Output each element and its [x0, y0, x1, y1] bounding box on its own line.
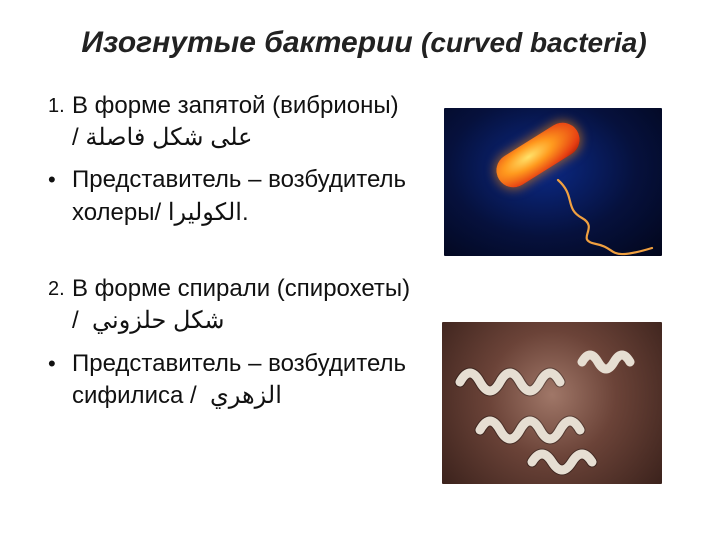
item-2-rep-ar: الزهري: [210, 382, 282, 409]
item-2-text: В форме спирали (спирохеты) / شكل حلزوني: [72, 273, 478, 338]
item-2-bullet: • Представитель – возбудитель сифилиса /…: [48, 348, 478, 413]
title-paren: (curved bacteria): [421, 27, 647, 58]
item-1-slash: /: [72, 124, 79, 151]
item-1-bullet: • Представитель – возбудитель холеры/ ال…: [48, 164, 478, 229]
image-spirochete: [442, 322, 662, 484]
item-2-ru: В форме спирали (спирохеты): [72, 275, 410, 302]
title-main: Изогнутые бактерии: [81, 26, 412, 59]
item-2-rep-ru2: сифилиса /: [72, 382, 197, 409]
item-2-bullet-text: Представитель – возбудитель сифилиса / ا…: [72, 348, 478, 413]
item-1-rep-ru2: холеры/: [72, 199, 161, 226]
vibrio-body-shape: [490, 116, 586, 194]
bullet-dot-icon: •: [48, 348, 72, 380]
item-1-rep-ru: Представитель – возбудитель: [72, 166, 406, 193]
item-1-number: 1.: [48, 90, 72, 122]
slide: Изогнутые бактерии (curved bacteria) 1. …: [0, 0, 720, 540]
item-1: 1. В форме запятой (вибрионы) / على شكل …: [48, 90, 478, 155]
item-1-rep-ar: الكوليرا: [168, 199, 242, 226]
bullet-dot-icon: •: [48, 164, 72, 196]
item-1-text: В форме запятой (вибрионы) / على شكل فاص…: [72, 90, 478, 155]
image-vibrio: [444, 108, 662, 256]
spirochete-spirals-icon: [442, 322, 662, 484]
item-1-ar: على شكل فاصلة: [85, 124, 252, 151]
item-1-bullet-text: Представитель – возбудитель холеры/ الكو…: [72, 164, 478, 229]
slide-title: Изогнутые бактерии (curved bacteria): [48, 24, 680, 62]
item-2-slash: /: [72, 307, 79, 334]
item-1-period: .: [242, 199, 249, 226]
body-column: 1. В форме запятой (вибрионы) / على شكل …: [48, 90, 478, 413]
section-gap: [48, 239, 478, 273]
item-2-rep-ru: Представитель – возбудитель: [72, 350, 406, 377]
item-1-ru: В форме запятой (вибрионы): [72, 92, 399, 119]
item-2-ar: شكل حلزوني: [92, 307, 225, 334]
item-2: 2. В форме спирали (спирохеты) / شكل حلز…: [48, 273, 478, 338]
flagellum-icon: [556, 178, 662, 256]
item-2-number: 2.: [48, 273, 72, 305]
